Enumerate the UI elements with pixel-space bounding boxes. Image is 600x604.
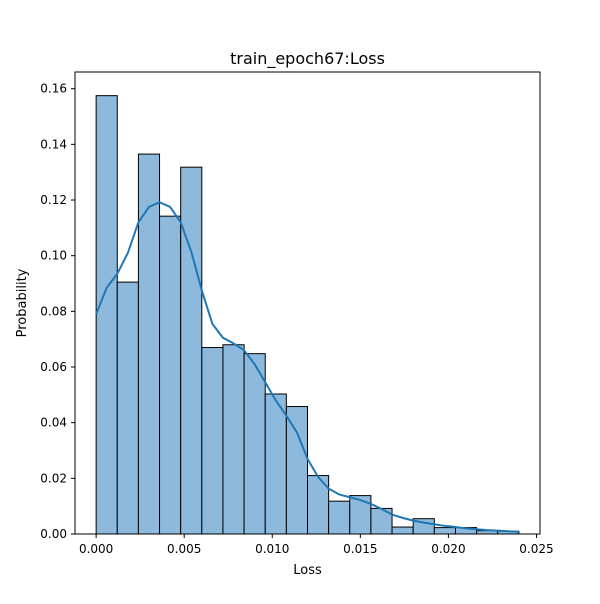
x-tick-label: 0.010	[255, 542, 289, 556]
histogram-bar	[391, 526, 414, 535]
histogram-bar	[264, 393, 287, 535]
x-tick-label: 0.020	[431, 542, 465, 556]
y-tick-label: 0.00	[40, 527, 67, 541]
histogram-bar	[349, 495, 372, 535]
axes-frame	[74, 71, 541, 535]
histogram-bar	[95, 95, 118, 535]
y-tick-label: 0.04	[40, 416, 67, 430]
histogram-bar	[159, 215, 182, 535]
x-tick-label: 0.005	[167, 542, 201, 556]
y-tick-label: 0.08	[40, 304, 67, 318]
x-tick-label: 0.000	[79, 542, 113, 556]
y-tick-label: 0.14	[40, 137, 67, 151]
x-axis-label: Loss	[293, 563, 322, 578]
y-tick-label: 0.10	[40, 249, 67, 263]
y-tick-label: 0.12	[40, 193, 67, 207]
kde-curve	[95, 201, 519, 533]
histogram-bar	[116, 281, 139, 535]
y-axis-label: Probability	[15, 268, 30, 337]
histogram-bar	[201, 347, 224, 535]
histogram-bar	[433, 527, 456, 535]
y-tick-label: 0.06	[40, 360, 67, 374]
y-axis-ticks: 0.00 0.02 0.04 0.06 0.08 0.10 0.12 0.14 0.16	[40, 82, 75, 541]
histogram-bar	[137, 153, 161, 535]
histogram-bar	[243, 353, 266, 535]
histogram-bar	[285, 406, 309, 535]
x-tick-label: 0.015	[343, 542, 377, 556]
x-axis-ticks: 0.000 0.005 0.010 0.015 0.020 0.025	[79, 534, 554, 556]
histogram-bar	[222, 344, 245, 535]
histogram-bar	[180, 166, 203, 535]
y-tick-label: 0.16	[40, 82, 67, 96]
chart-title: train_epoch67:Loss	[230, 49, 385, 69]
x-tick-label: 0.025	[519, 542, 553, 556]
histogram-bar	[328, 500, 351, 535]
y-tick-label: 0.02	[40, 471, 67, 485]
histogram-bars	[95, 95, 520, 535]
